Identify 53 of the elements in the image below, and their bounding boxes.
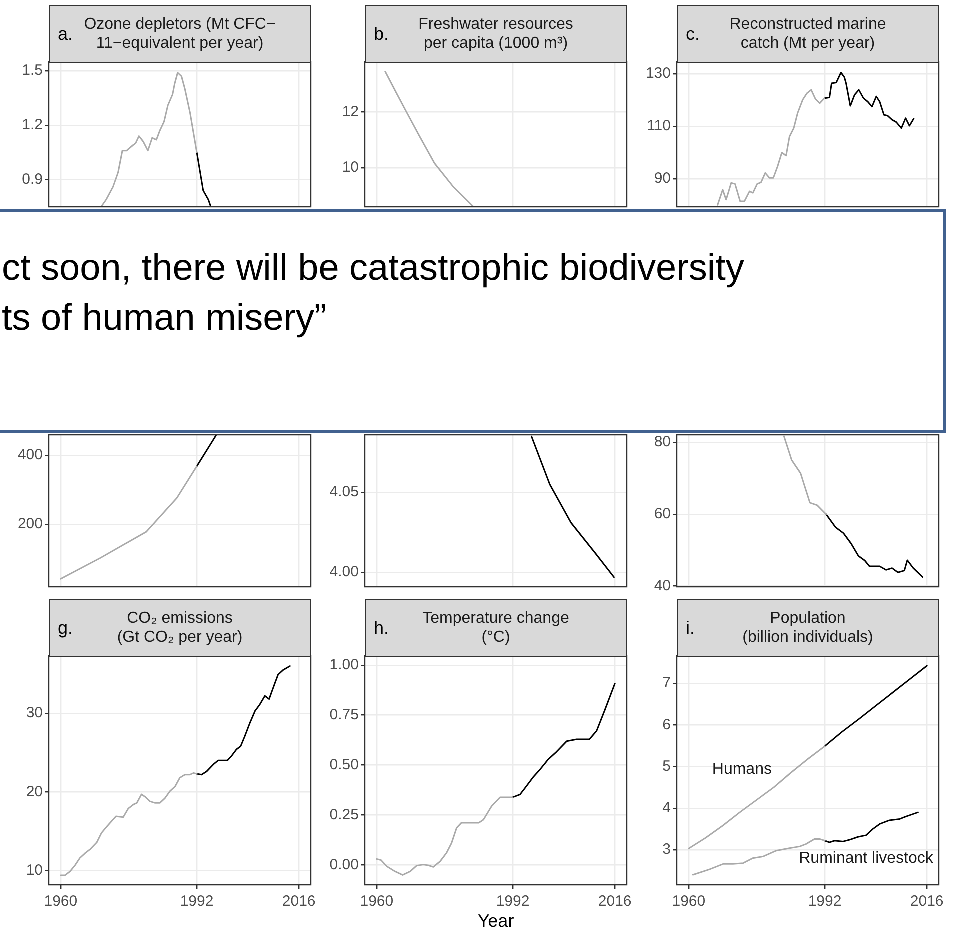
- x-tick-label: 1960: [672, 893, 706, 910]
- chart-title: Population (billion individuals): [742, 609, 874, 647]
- y-tick-label: 4.05: [330, 484, 359, 501]
- series-label: Ruminant livestock: [799, 850, 934, 867]
- y-tick-label: 80: [654, 434, 671, 451]
- y-tick-label: 4: [662, 800, 671, 817]
- text: g.: [58, 618, 74, 639]
- y-tick-label: 1.5: [22, 62, 43, 80]
- x-tick-label: 2016: [910, 893, 944, 910]
- x-tick-label: 1992: [808, 893, 842, 910]
- text: a.: [58, 24, 74, 45]
- y-tick-label: 0.50: [330, 756, 359, 774]
- text: c.: [686, 24, 700, 45]
- text: ct soon, there will be catastrophic biodiversity ts of human misery”: [2, 246, 744, 340]
- x-tick-label: 1960: [360, 893, 394, 910]
- y-tick-label: 0.00: [330, 856, 359, 874]
- y-tick-label: 130: [646, 65, 671, 82]
- chart-title: Reconstructed marine catch (Mt per year): [730, 15, 886, 53]
- text: i.: [686, 618, 695, 639]
- chart-title: CO₂ emissions (Gt CO₂ per year): [117, 609, 243, 647]
- y-tick-label: 60: [654, 506, 671, 523]
- y-tick-label: 1.2: [22, 116, 43, 134]
- y-tick-label: 0.25: [330, 806, 359, 824]
- y-tick-label: 10: [342, 159, 359, 176]
- x-tick-label: 2016: [282, 893, 316, 910]
- x-tick-label: 2016: [598, 893, 632, 910]
- x-tick-label: 1960: [44, 893, 78, 910]
- y-tick-label: 6: [662, 716, 671, 734]
- x-tick-label: 1992: [180, 893, 214, 910]
- series-label: Humans: [712, 760, 772, 778]
- y-tick-label: 20: [26, 783, 43, 800]
- y-tick-label: 110: [647, 118, 671, 135]
- chart-title: Ozone depletors (Mt CFC− 11−equivalent per year): [84, 15, 276, 53]
- y-tick-label: 40: [654, 577, 671, 594]
- x-axis-title: Year: [478, 911, 514, 931]
- y-tick-label: 10: [26, 862, 43, 879]
- y-tick-label: 5: [662, 758, 671, 775]
- y-tick-label: 4.00: [330, 564, 359, 581]
- chart-title: Freshwater resources per capita (1000 m³): [418, 15, 574, 53]
- y-tick-label: 30: [26, 704, 43, 722]
- y-tick-label: 0.9: [22, 170, 43, 188]
- y-tick-label: 1.00: [330, 656, 359, 674]
- chart-title: Temperature change (°C): [422, 609, 570, 647]
- y-tick-label: 3: [662, 841, 671, 858]
- text: h.: [374, 618, 390, 639]
- y-tick-label: 400: [18, 446, 43, 464]
- y-tick-label: 0.75: [330, 706, 359, 724]
- y-tick-label: 90: [654, 170, 671, 188]
- y-tick-label: 200: [18, 516, 43, 533]
- y-tick-label: 12: [342, 103, 359, 120]
- x-tick-label: 1992: [496, 893, 530, 910]
- text: b.: [374, 24, 390, 45]
- y-tick-label: 7: [662, 674, 671, 692]
